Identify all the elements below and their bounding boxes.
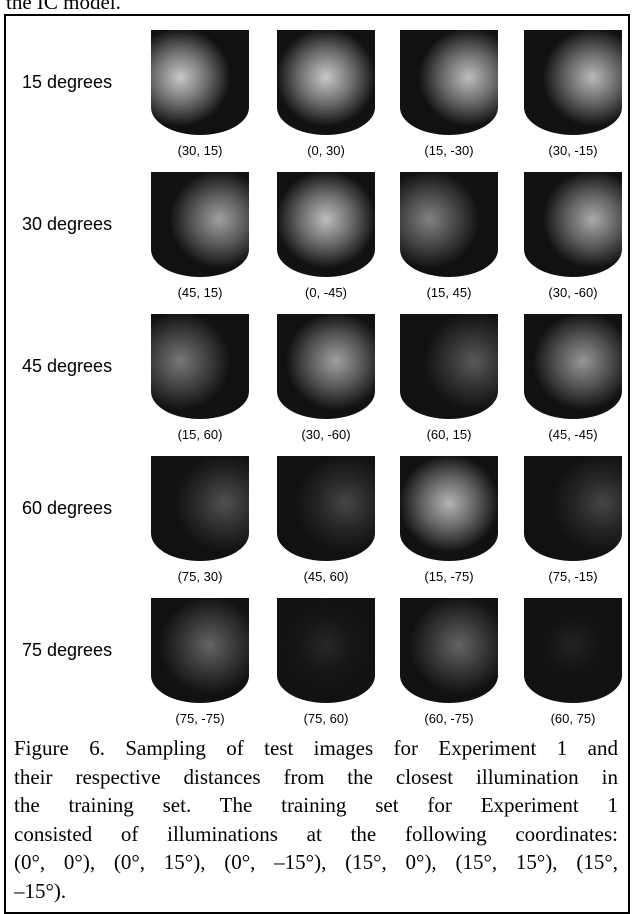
image-caption: (30, 15) (177, 143, 223, 158)
face-image (151, 456, 249, 561)
image-caption: (45, 15) (177, 285, 223, 300)
face-image (400, 598, 498, 703)
face-image (151, 172, 249, 277)
image-caption: (30, -15) (548, 143, 598, 158)
image-caption: (15, 45) (426, 285, 472, 300)
face-image (524, 456, 622, 561)
face-image (277, 456, 375, 561)
image-caption: (60, -75) (424, 711, 474, 726)
row-label: 15 degrees (22, 72, 113, 92)
face-image (524, 314, 622, 419)
image-caption: (75, -15) (548, 569, 598, 584)
image-caption: (15, 60) (177, 427, 223, 442)
face-image (524, 172, 622, 277)
face-image (400, 172, 498, 277)
row-label: 45 degrees (22, 356, 113, 376)
caption-line: their respective distances from the clos… (14, 764, 618, 789)
row-label: 30 degrees (22, 214, 113, 234)
face-image (524, 30, 622, 135)
face-image (524, 598, 622, 703)
image-caption: (75, 30) (177, 569, 223, 584)
image-caption: (60, 15) (426, 427, 472, 442)
face-image (151, 30, 249, 135)
row-label: 75 degrees (22, 640, 113, 660)
image-caption: (0, 30) (307, 143, 345, 158)
image-caption: (15, -30) (424, 143, 474, 158)
face-image (400, 314, 498, 419)
row-label: 60 degrees (22, 498, 113, 518)
image-caption: (60, 75) (550, 711, 596, 726)
face-image (277, 314, 375, 419)
image-caption: (45, 60) (303, 569, 349, 584)
header-fragment: the IC model. (6, 0, 121, 14)
caption-line: Figure 6. Sampling of test images for Ex… (14, 736, 618, 760)
face-image (277, 598, 375, 703)
caption-line: –15°). (14, 878, 67, 903)
face-image (277, 30, 375, 135)
caption-line: the training set. The training set for E… (14, 793, 618, 817)
image-caption: (75, 60) (303, 711, 349, 726)
image-caption: (30, -60) (301, 427, 351, 442)
caption-line: consisted of illuminations at the follow… (14, 821, 618, 846)
face-image (400, 456, 498, 561)
face-image (151, 314, 249, 419)
image-caption: (45, -45) (548, 427, 598, 442)
image-caption: (15, -75) (424, 569, 474, 584)
image-caption: (30, -60) (548, 285, 598, 300)
image-caption: (75, -75) (175, 711, 225, 726)
face-image (400, 30, 498, 135)
face-image (277, 172, 375, 277)
caption-line: (0°, 0°), (0°, 15°), (0°, –15°), (15°, 0… (14, 850, 618, 874)
face-image (151, 598, 249, 703)
image-caption: (0, -45) (305, 285, 347, 300)
